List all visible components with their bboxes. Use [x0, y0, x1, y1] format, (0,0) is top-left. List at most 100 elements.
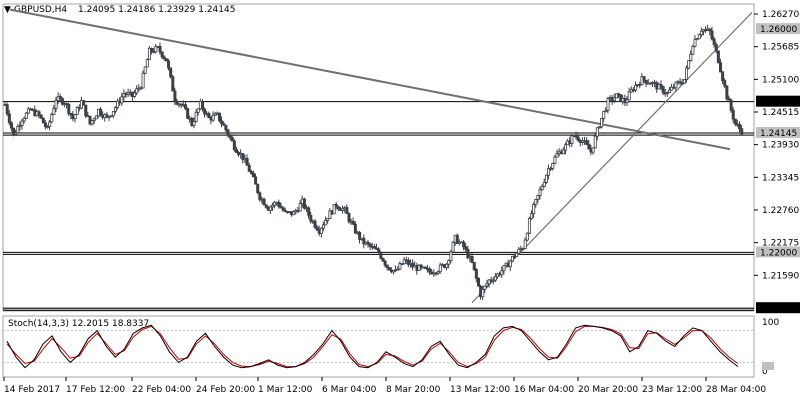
- candle-body: [226, 129, 230, 136]
- candle-body: [551, 162, 555, 169]
- candle-body: [487, 279, 491, 285]
- candle-body: [406, 259, 410, 265]
- candle-body: [150, 47, 154, 52]
- candle-body: [232, 140, 236, 151]
- candle-body: [549, 168, 553, 170]
- candle-body: [264, 204, 268, 208]
- candle-body: [43, 122, 47, 128]
- candle-body: [727, 98, 731, 101]
- y-tick-label: 1.23345: [762, 173, 799, 183]
- candle-body: [532, 204, 536, 214]
- candle-body: [383, 260, 387, 266]
- candles-group: [3, 24, 744, 300]
- candle-body: [7, 113, 11, 124]
- candle-body: [196, 108, 200, 113]
- candle-body: [587, 143, 591, 150]
- candle-body: [298, 203, 302, 212]
- symbol-label: GBPUSD,H4: [14, 5, 67, 15]
- candle-body: [721, 71, 725, 81]
- candle-body: [271, 204, 275, 208]
- candle-body: [530, 213, 534, 220]
- candle-body: [483, 285, 487, 290]
- y-tick-label: 1.26270: [762, 10, 799, 20]
- candle-body: [173, 90, 177, 102]
- x-tick-label: 17 Feb 12:00: [66, 385, 125, 395]
- candle-body: [555, 153, 559, 158]
- candle-body: [20, 120, 24, 127]
- candle-body: [234, 149, 238, 153]
- candle-body: [691, 45, 695, 55]
- y-tick-label: 1.24515: [762, 108, 799, 118]
- candle-body: [143, 66, 147, 74]
- candle-body: [740, 128, 744, 135]
- candle-body: [527, 218, 531, 234]
- candle-body: [466, 248, 470, 259]
- candle-body: [154, 46, 158, 53]
- candle-body: [334, 203, 338, 208]
- y-tick-label: 1.21590: [762, 271, 799, 281]
- candle-body: [39, 114, 43, 119]
- candle-body: [145, 59, 149, 68]
- candle-body: [230, 137, 234, 142]
- candle-body: [731, 109, 735, 120]
- candle-body: [92, 118, 96, 121]
- candle-body: [67, 103, 71, 114]
- candle-body: [315, 226, 319, 231]
- candle-body: [254, 176, 258, 185]
- x-tick-label: 23 Mar 12:00: [642, 385, 702, 395]
- candle-body: [12, 127, 16, 135]
- candle-body: [228, 134, 232, 138]
- candle-body: [689, 53, 693, 62]
- candle-body: [606, 98, 610, 111]
- candle-body: [693, 39, 697, 47]
- candle-body: [476, 277, 480, 287]
- stoch-bottom-value: 0: [762, 367, 768, 377]
- candle-body: [94, 115, 98, 120]
- candle-body: [75, 107, 79, 115]
- candle-body: [88, 115, 92, 125]
- candle-body: [659, 84, 663, 88]
- candle-body: [510, 255, 514, 262]
- candle-body: [733, 118, 737, 125]
- candle-body: [164, 58, 168, 62]
- candle-body: [158, 46, 162, 53]
- candle-body: [184, 104, 188, 109]
- x-tick-label: 13 Mar 12:00: [450, 385, 510, 395]
- candle-body: [351, 220, 355, 225]
- candle-body: [547, 168, 551, 176]
- candle-body: [99, 108, 103, 116]
- candle-body: [26, 108, 30, 114]
- candle-body: [725, 85, 729, 99]
- y-tick-label: 1.22760: [762, 206, 799, 216]
- price-label-124145-box: [756, 126, 800, 138]
- candle-body: [544, 174, 548, 183]
- candle-body: [496, 273, 500, 278]
- stoch-value-box: [762, 362, 774, 370]
- candle-body: [598, 126, 602, 129]
- candle-body: [139, 87, 143, 90]
- symbol-triangle-icon: ▼: [4, 5, 11, 15]
- candle-body: [710, 30, 714, 40]
- candle-body: [561, 149, 565, 155]
- candle-body: [251, 172, 255, 178]
- candle-body: [470, 256, 474, 263]
- candle-body: [211, 114, 215, 121]
- candle-body: [481, 288, 485, 298]
- price-label-122000: 1.22000: [760, 248, 797, 258]
- candle-body: [201, 100, 205, 110]
- candle-body: [464, 246, 468, 250]
- candle-body: [133, 92, 137, 97]
- candle-body: [570, 135, 574, 144]
- candle-body: [302, 198, 306, 209]
- candle-body: [69, 112, 73, 116]
- candle-body: [455, 234, 459, 244]
- candle-body: [24, 112, 28, 119]
- candle-body: [192, 121, 196, 126]
- candle-body: [591, 147, 595, 153]
- candle-body: [564, 144, 568, 151]
- candle-body: [600, 117, 604, 128]
- candle-body: [668, 89, 672, 93]
- candle-body: [307, 207, 311, 216]
- candle-body: [186, 108, 190, 119]
- candle-body: [377, 248, 381, 253]
